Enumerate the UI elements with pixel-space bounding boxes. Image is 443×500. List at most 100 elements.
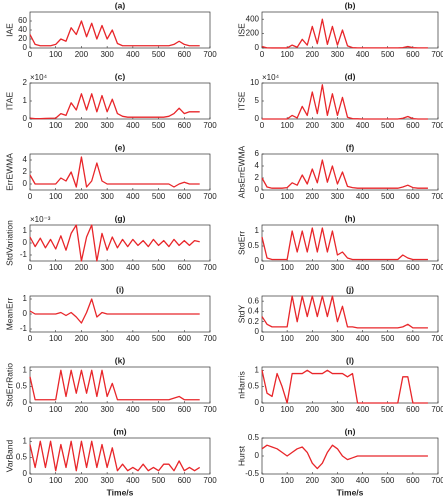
- y-tick-label: 0: [23, 469, 28, 478]
- x-tick-label: 300: [100, 50, 114, 59]
- axis-exponent: ×10⁻³: [30, 215, 51, 224]
- x-tick-label: 600: [406, 121, 420, 130]
- x-tick-label: 500: [381, 334, 395, 343]
- axis-exponent: ×10⁴: [262, 73, 280, 82]
- panel-title: (d): [345, 71, 356, 81]
- x-tick-label: 100: [280, 405, 294, 414]
- x-tick-label: 0: [28, 263, 33, 272]
- x-tick-label: 100: [280, 476, 294, 485]
- x-tick-label: 200: [306, 476, 320, 485]
- y-tick-label: -1: [20, 324, 28, 333]
- data-line: [29, 298, 200, 324]
- x-tick-label: 100: [49, 192, 63, 201]
- data-line: [29, 224, 200, 262]
- x-tick-label: 500: [152, 405, 166, 414]
- y-axis-label: ISE: [236, 23, 246, 37]
- x-tick-label: 100: [49, 50, 63, 59]
- x-tick-label: 600: [406, 263, 420, 272]
- x-tick-label: 300: [100, 334, 114, 343]
- data-line: [29, 20, 200, 47]
- x-tick-label: 300: [331, 405, 345, 414]
- panel-title: (m): [113, 426, 126, 436]
- x-tick-label: 500: [152, 192, 166, 201]
- panel-title: (h): [345, 213, 356, 223]
- data-line: [29, 156, 200, 188]
- x-tick-label: 700: [431, 334, 443, 343]
- x-tick-label: 700: [203, 405, 217, 414]
- x-tick-label: 600: [178, 334, 192, 343]
- x-tick-label: 400: [356, 263, 370, 272]
- panel-title: (n): [345, 426, 356, 436]
- panel-title: (b): [345, 0, 356, 10]
- x-tick-label: 500: [381, 50, 395, 59]
- y-tick-label: 5: [255, 96, 260, 105]
- panel-title: (c): [115, 71, 126, 81]
- y-tick-label: 60: [18, 16, 27, 25]
- x-tick-label: 600: [406, 50, 420, 59]
- x-tick-label: 700: [431, 476, 443, 485]
- data-line: [261, 369, 428, 404]
- y-tick-label: 0.5: [16, 382, 28, 391]
- y-tick-label: 0: [23, 309, 28, 318]
- x-tick-label: 500: [381, 121, 395, 130]
- x-tick-label: 500: [152, 263, 166, 272]
- panel-title: (f): [346, 142, 355, 152]
- panel-title: (e): [115, 142, 126, 152]
- y-tick-label: 0: [255, 327, 260, 336]
- x-tick-label: 0: [260, 192, 265, 201]
- x-tick-label: 300: [331, 263, 345, 272]
- y-tick-label: 0: [255, 185, 260, 194]
- y-tick-label: 1: [23, 96, 28, 105]
- panel-title: (a): [115, 0, 126, 10]
- x-tick-label: 700: [431, 263, 443, 272]
- x-tick-label: 200: [75, 263, 89, 272]
- x-tick-label: 200: [75, 50, 89, 59]
- data-line: [29, 369, 200, 401]
- x-tick-label: 400: [126, 405, 140, 414]
- axes-box: [261, 82, 439, 120]
- panel-title: (j): [346, 284, 354, 294]
- data-line: [261, 159, 428, 189]
- x-tick-label: 0: [260, 263, 265, 272]
- x-tick-label: 700: [431, 50, 443, 59]
- x-tick-label: 600: [406, 192, 420, 201]
- y-tick-label: 2: [23, 167, 28, 176]
- x-tick-label: 400: [356, 405, 370, 414]
- y-tick-label: 0.6: [248, 296, 260, 305]
- x-tick-label: 0: [28, 476, 33, 485]
- x-tick-label: 400: [126, 121, 140, 130]
- x-tick-label: 300: [331, 476, 345, 485]
- x-tick-label: 300: [331, 121, 345, 130]
- y-tick-label: 0: [23, 179, 28, 188]
- y-tick-label: 0.2: [248, 317, 260, 326]
- x-tick-label: 0: [28, 121, 33, 130]
- axes-box: [29, 82, 211, 120]
- x-tick-label: 700: [203, 334, 217, 343]
- y-axis-label: ITAE: [4, 92, 14, 111]
- x-tick-label: 500: [152, 121, 166, 130]
- y-tick-label: 400: [246, 14, 260, 23]
- x-tick-label: 0: [260, 476, 265, 485]
- y-tick-label: 0: [23, 238, 28, 247]
- axis-exponent: ×10⁴: [30, 73, 48, 82]
- x-tick-label: 300: [100, 192, 114, 201]
- data-line: [29, 93, 200, 120]
- y-tick-label: 0: [23, 398, 28, 407]
- x-tick-label: 200: [306, 121, 320, 130]
- x-tick-label: 100: [49, 476, 63, 485]
- x-tick-label: 300: [331, 192, 345, 201]
- y-axis-label: IAE: [4, 23, 14, 37]
- data-line: [262, 84, 428, 120]
- data-line: [261, 444, 428, 470]
- y-tick-label: 1: [255, 226, 260, 235]
- x-tick-label: 100: [280, 121, 294, 130]
- y-tick-label: 0: [255, 114, 260, 123]
- x-tick-label: 400: [356, 121, 370, 130]
- x-tick-label: 100: [49, 121, 63, 130]
- x-tick-label: 0: [260, 405, 265, 414]
- x-tick-label: 200: [306, 334, 320, 343]
- x-tick-label: 0: [260, 50, 265, 59]
- y-axis-label: ITSE: [236, 91, 246, 110]
- y-tick-label: -0.5: [245, 469, 259, 478]
